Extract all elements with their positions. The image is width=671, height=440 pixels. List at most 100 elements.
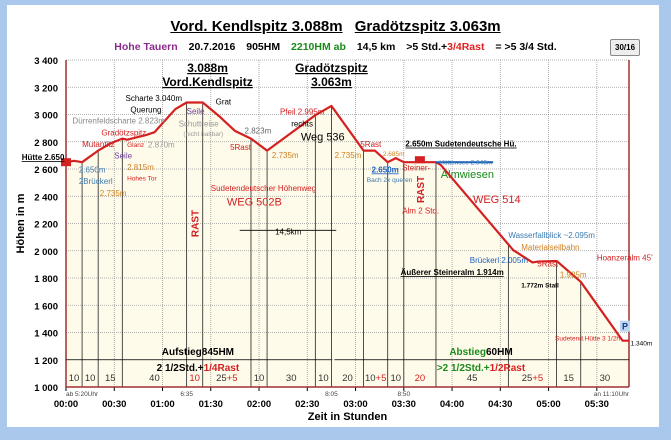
title-right: Gradötzspitz 3.063m	[354, 18, 501, 35]
y-tick-label: 2 800	[34, 138, 58, 149]
ascent-time-part: 1/4Rast	[204, 363, 240, 374]
annotation: 2.823m	[245, 127, 272, 136]
x-tick-label: 03:30	[392, 399, 416, 410]
annotation: WEG 514	[473, 194, 521, 206]
parking-icon	[620, 320, 630, 332]
segment-minutes: 20	[415, 373, 426, 384]
clock-label: an 11:10Uhr	[594, 391, 630, 398]
annotation: Sudetend.Hütte 3 1/2h	[555, 336, 620, 343]
segment-duration: 30	[600, 373, 611, 384]
segment-minutes: 30	[286, 373, 297, 384]
segment-duration: 20	[342, 373, 353, 384]
segment-duration: 10+5	[365, 373, 386, 384]
rest-label: RAST	[191, 210, 202, 237]
annotation: Seile	[187, 107, 205, 116]
x-tick-label: 00:00	[54, 399, 78, 410]
ascent-summary-part: Aufstieg	[162, 347, 202, 358]
chart-title: Vord. Kendlspitz 3.088m Gradötzspitz 3.0…	[0, 18, 671, 35]
clock-label: 8:05	[325, 391, 338, 398]
annotation: Sudetendeutscher Höhenweg	[211, 184, 316, 193]
x-tick-label: 04:00	[440, 399, 464, 410]
segment-rest-minutes: +5	[227, 373, 238, 384]
profile-area	[66, 102, 629, 387]
segment-duration: 25+5	[522, 373, 543, 384]
annotation: Gradötzspitz	[101, 129, 146, 138]
region: Hohe Tauern	[114, 41, 178, 53]
clock-label: 8:50	[397, 391, 410, 398]
ascent-summary-part: 845HM	[202, 347, 234, 358]
annotation: 2.650m	[79, 165, 106, 174]
annotation: Schuttreise	[179, 120, 220, 129]
annotation: Querung	[130, 106, 161, 115]
distance: 14,5 km	[356, 41, 396, 53]
annotation: Mutantitz	[82, 140, 114, 149]
annotation: Alm 2 Std.	[402, 206, 439, 215]
rest-label: RAST	[416, 176, 427, 203]
annotation: 2.650m Sudetendeutsche Hü.	[405, 140, 516, 149]
x-axis-title: Zeit in Stunden	[308, 411, 388, 423]
annotation: Almwiesen	[441, 169, 494, 181]
peak-label-top: Gradötzspitz	[295, 61, 368, 75]
annotation: (nicht haltbar)	[183, 131, 223, 138]
segment-minutes: 40	[149, 373, 160, 384]
annotation: 1.772m Stall	[521, 282, 559, 289]
annotation: Glanz	[127, 142, 144, 149]
segment-minutes: 10	[318, 373, 329, 384]
y-tick-label: 1 400	[34, 329, 58, 340]
annotation: 2.870m	[148, 141, 175, 150]
segment-duration: 10	[85, 373, 96, 384]
segment-minutes: 10	[69, 373, 80, 384]
hut-icon	[414, 156, 425, 164]
y-axis-title: Höhen in m	[15, 193, 27, 253]
segment-duration: 10	[189, 373, 200, 384]
x-tick-label: 00:30	[102, 399, 126, 410]
annotation: Brückerl 2.005m	[470, 256, 529, 265]
peak-label-top: 3.088m	[187, 61, 228, 75]
annotation: Bach 2x queren	[367, 177, 413, 184]
y-tick-label: 1 800	[34, 274, 58, 285]
y-tick-label: 2 200	[34, 220, 58, 231]
ascent-time: 2 1/2Std.+1/4Rast	[157, 363, 240, 374]
segment-minutes: 25	[216, 373, 227, 384]
ascent-summary: Aufstieg845HM	[162, 347, 234, 358]
duration: >5 Std.+	[406, 41, 448, 53]
segment-duration: 20	[415, 373, 426, 384]
segment-duration: 15	[563, 373, 574, 384]
annotation: Hüttensee 2.646m	[439, 160, 492, 167]
date: 20.7.2016	[188, 41, 236, 53]
clock-label: 6:35	[180, 391, 193, 398]
annotation: 5Rast	[537, 259, 559, 268]
y-tick-label: 1 600	[34, 301, 58, 312]
descent-summary-part: Abstieg	[449, 347, 486, 358]
title-left: Vord. Kendlspitz 3.088m	[170, 18, 343, 35]
segment-duration: 25+5	[216, 373, 237, 384]
annotation: 2.735m	[272, 151, 299, 160]
segment-minutes: 10	[254, 373, 265, 384]
segment-minutes: 15	[105, 373, 116, 384]
segment-duration: 10	[390, 373, 401, 384]
segment-rest-minutes: +5	[376, 373, 387, 384]
segment-minutes: 20	[342, 373, 353, 384]
x-tick-label: 01:30	[199, 399, 223, 410]
segment-duration: 10	[254, 373, 265, 384]
y-tick-label: 1 200	[34, 356, 58, 367]
segment-minutes: 10	[85, 373, 96, 384]
annotation: Hütte 2.650	[22, 153, 65, 162]
y-tick-label: 2 600	[34, 165, 58, 176]
peak-label: 3.063m	[311, 75, 352, 89]
segment-minutes: 10	[189, 373, 200, 384]
annotation: 2.735m	[335, 151, 362, 160]
x-tick-label: 04:30	[488, 399, 512, 410]
annotation: 1.340m	[631, 340, 653, 347]
annotation: WEG 502B	[227, 197, 282, 209]
descent: 2210HM ab	[291, 41, 346, 53]
y-tick-label: 1 000	[34, 383, 58, 394]
segment-duration: 10	[318, 373, 329, 384]
x-tick-label: 01:00	[150, 399, 174, 410]
x-tick-label: 05:00	[536, 399, 560, 410]
y-tick-label: 3 200	[34, 83, 58, 94]
annotation: rechts	[291, 120, 313, 129]
ascent: 905HM	[246, 41, 281, 53]
annotation: 2.735m	[100, 189, 127, 198]
elevation-profile-line	[65, 101, 629, 342]
